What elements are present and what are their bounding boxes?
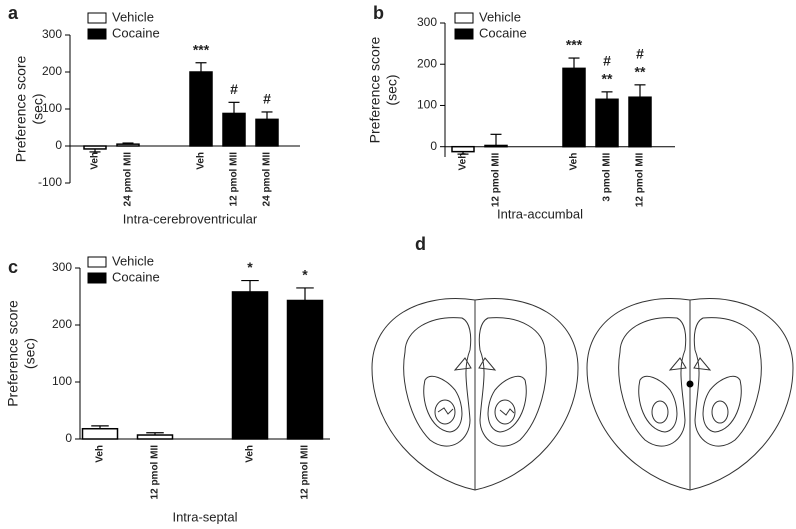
legend-label: Vehicle — [479, 9, 521, 24]
legend-swatch — [87, 272, 107, 284]
region — [478, 317, 547, 447]
legend-swatch — [87, 12, 107, 24]
x-tick-label: Veh — [458, 153, 469, 171]
x-axis-label: Intra-accumbal — [497, 206, 583, 221]
y-tick-label: 300 — [52, 260, 72, 274]
y-tick-label: 200 — [417, 56, 437, 70]
significance-label: ** — [602, 71, 613, 87]
legend-swatch — [87, 28, 107, 40]
x-tick-label: 12 pmol MII — [491, 152, 502, 207]
legend-label: Cocaine — [112, 269, 160, 284]
bar — [286, 299, 324, 440]
panel-letter: d — [415, 234, 426, 254]
significance-label: # — [603, 53, 611, 69]
x-tick-label: 12 pmol MII — [300, 445, 311, 500]
bar — [189, 71, 213, 147]
legend-label: Vehicle — [112, 253, 154, 268]
y-tick-label: 200 — [42, 64, 62, 78]
legend-label: Vehicle — [112, 9, 154, 24]
nucleus — [494, 399, 516, 425]
bar — [484, 144, 508, 148]
injection-site — [686, 380, 694, 388]
y-tick-label: 100 — [52, 374, 72, 388]
region — [423, 375, 463, 433]
ventricle — [668, 357, 712, 371]
x-tick-label: Veh — [95, 445, 106, 463]
x-axis-label: Intra-septal — [172, 509, 237, 524]
region — [693, 317, 762, 447]
x-tick-label: 12 pmol MII — [150, 445, 161, 500]
y-tick-label: -100 — [38, 175, 62, 189]
panel-letter: a — [8, 3, 19, 23]
y-axis-label: (sec) — [30, 93, 46, 124]
x-tick-label: Veh — [196, 152, 207, 170]
y-axis-label: (sec) — [22, 338, 38, 369]
x-tick-label: 12 pmol MII — [229, 152, 240, 207]
y-tick-label: 300 — [417, 15, 437, 29]
bar — [255, 118, 279, 147]
x-tick-label: 24 pmol MII — [123, 152, 134, 207]
region — [702, 375, 742, 433]
significance-label: # — [263, 91, 271, 107]
significance-label: ** — [635, 64, 646, 80]
y-tick-label: 200 — [52, 317, 72, 331]
y-tick-label: 300 — [42, 27, 62, 41]
legend-label: Cocaine — [479, 25, 527, 40]
legend-swatch — [454, 12, 474, 24]
x-axis-label: Intra-cerebroventricular — [123, 211, 258, 226]
bar — [628, 96, 652, 148]
significance-label: * — [302, 267, 308, 283]
x-tick-label: Veh — [569, 153, 580, 171]
significance-label: *** — [193, 41, 210, 57]
x-tick-label: 12 pmol MII — [635, 152, 646, 207]
y-tick-label: 100 — [417, 98, 437, 112]
significance-label: * — [247, 259, 253, 275]
nucleus — [651, 400, 669, 424]
bar — [562, 67, 586, 148]
significance-label: # — [636, 46, 644, 62]
bar — [451, 145, 475, 153]
region — [487, 375, 527, 433]
bar — [81, 427, 119, 440]
y-tick-label: 0 — [430, 139, 437, 153]
y-axis-label: Preference score — [13, 55, 29, 162]
bar — [222, 112, 246, 147]
y-tick-label: 100 — [42, 101, 62, 115]
bar — [83, 145, 107, 150]
y-axis-label: (sec) — [384, 74, 400, 105]
panel-letter: b — [373, 3, 384, 23]
region — [618, 317, 687, 447]
x-tick-label: Veh — [245, 445, 256, 463]
region — [403, 317, 472, 447]
y-tick-label: 0 — [65, 431, 72, 445]
x-tick-label: Veh — [90, 152, 101, 170]
x-tick-label: 24 pmol MII — [262, 152, 273, 207]
brain-diagram: d — [371, 234, 794, 491]
y-axis-label: Preference score — [5, 300, 21, 407]
legend-label: Cocaine — [112, 25, 160, 40]
legend-swatch — [87, 256, 107, 268]
y-tick-label: 0 — [55, 138, 62, 152]
bar — [595, 98, 619, 148]
y-axis-label: Preference score — [367, 36, 383, 143]
bar — [116, 143, 140, 147]
significance-label: *** — [566, 37, 583, 53]
legend-swatch — [454, 28, 474, 40]
nucleus — [434, 399, 456, 425]
bar — [231, 291, 269, 440]
significance-label: # — [230, 81, 238, 97]
x-tick-label: 3 pmol MII — [602, 152, 613, 201]
nucleus — [711, 400, 729, 424]
panel-letter: c — [8, 257, 18, 277]
region — [638, 375, 678, 433]
ventricle — [453, 357, 497, 371]
bar — [136, 434, 174, 440]
injection-sites — [437, 407, 515, 416]
